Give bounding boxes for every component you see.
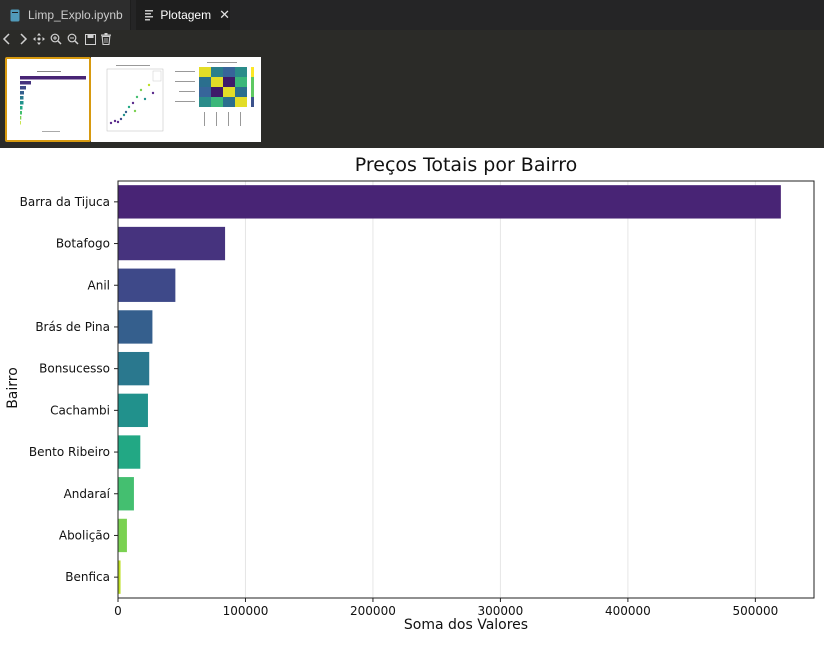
y-axis-label: Bairro xyxy=(5,367,21,409)
x-tick-label: 0 xyxy=(114,604,122,618)
close-icon[interactable]: ✕ xyxy=(219,7,230,22)
zoom-out-icon[interactable] xyxy=(66,32,80,46)
bar xyxy=(118,435,141,469)
x-tick-label: 200000 xyxy=(350,604,396,618)
tab-label: Limp_Explo.ipynb xyxy=(28,8,123,22)
chart-title: Preços Totais por Bairro xyxy=(355,154,578,176)
plot-thumbnails xyxy=(0,48,824,148)
bar xyxy=(118,226,226,261)
pan-icon[interactable] xyxy=(32,32,46,46)
back-icon[interactable] xyxy=(0,32,14,46)
chart-panel: Preços Totais por Bairro Barra da Tijuca… xyxy=(0,148,824,642)
plot-toolbar xyxy=(0,30,824,48)
tab-bar: Limp_Explo.ipynb Plotagem ✕ xyxy=(0,0,824,30)
y-tick-label: Botafogo xyxy=(56,237,110,251)
bar xyxy=(118,310,153,344)
bar xyxy=(118,351,150,386)
zoom-in-icon[interactable] xyxy=(49,32,63,46)
thumb-heatmap[interactable] xyxy=(171,57,261,142)
bar xyxy=(118,477,134,511)
bar xyxy=(118,268,176,302)
forward-icon[interactable] xyxy=(16,32,30,46)
bar xyxy=(118,560,121,594)
y-tick-label: Abolição xyxy=(59,528,110,542)
plot-viewer-header: Limp_Explo.ipynb Plotagem ✕ xyxy=(0,0,824,148)
notebook-icon xyxy=(8,8,22,22)
thumb-bar-chart[interactable] xyxy=(5,57,91,142)
y-tick-label: Barra da Tijuca xyxy=(20,195,110,209)
plot-frame xyxy=(117,180,815,599)
y-tick-label: Cachambi xyxy=(50,403,110,417)
y-tick-label: Brás de Pina xyxy=(35,320,110,334)
y-tick-label: Bento Ribeiro xyxy=(29,445,110,459)
trash-icon[interactable] xyxy=(99,32,113,46)
x-axis-label: Soma dos Valores xyxy=(404,617,528,633)
y-tick-label: Andaraí xyxy=(64,487,111,501)
tab-limp-explo[interactable]: Limp_Explo.ipynb xyxy=(0,0,131,30)
bar xyxy=(118,518,127,553)
bar-chart: Preços Totais por Bairro Barra da Tijuca… xyxy=(5,154,815,633)
tab-label: Plotagem xyxy=(160,8,212,22)
save-icon[interactable] xyxy=(83,32,97,46)
tab-plotagem[interactable]: Plotagem ✕ xyxy=(136,0,230,30)
thumb-scatter-plot[interactable] xyxy=(91,57,171,142)
bar xyxy=(118,185,781,219)
plot-file-icon xyxy=(144,8,154,22)
y-tick-label: Anil xyxy=(88,278,110,292)
x-tick-label: 100000 xyxy=(223,604,269,618)
x-tick-label: 500000 xyxy=(732,604,778,618)
x-tick-label: 300000 xyxy=(478,604,524,618)
bar xyxy=(118,393,148,428)
y-tick-label: Bonsucesso xyxy=(39,362,110,376)
y-tick-label: Benfica xyxy=(65,570,110,584)
x-tick-label: 400000 xyxy=(605,604,651,618)
